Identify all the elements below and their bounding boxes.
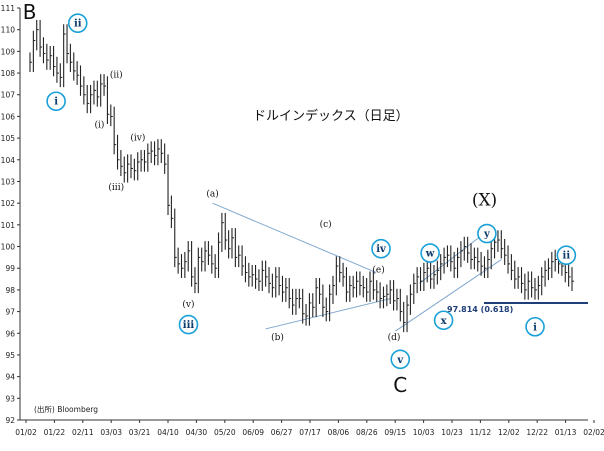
y-tick-label: 105 <box>1 134 16 143</box>
wave-label: (iii) <box>108 182 124 193</box>
wave-label: (i) <box>94 119 104 130</box>
y-tick-label: 106 <box>1 112 16 121</box>
wave-label: (d) <box>388 332 401 343</box>
wave-label-circled: x <box>441 316 448 327</box>
wave-label: (e) <box>372 265 384 276</box>
trendline <box>265 298 391 330</box>
y-tick-label: 108 <box>1 69 16 78</box>
y-tick-label: 99 <box>5 264 15 273</box>
y-tick-label: 92 <box>5 416 15 425</box>
x-tick-label: 06/27 <box>271 428 293 437</box>
x-tick-label: 02/11 <box>72 428 94 437</box>
x-tick-label: 10/03 <box>413 428 435 437</box>
x-tick-label: 05/20 <box>214 428 236 437</box>
wave-label-circled: i <box>54 97 58 108</box>
price-bars <box>29 19 574 333</box>
wave-label-circled: iii <box>183 320 195 331</box>
wave-label: (c) <box>320 219 332 230</box>
wave-circle <box>390 349 411 370</box>
wave-label-circled: w <box>425 249 435 260</box>
wave-label-circled: i <box>533 322 537 333</box>
wave-circle <box>46 91 66 112</box>
x-tick-label: 12/02 <box>498 428 520 437</box>
wave-circle <box>178 314 199 335</box>
wave-label-major: C <box>393 373 407 397</box>
x-tick-label: 08/06 <box>328 428 350 437</box>
x-tick-label: 12/22 <box>526 428 548 437</box>
retracement-label: 97.814 (0.618) <box>447 305 513 314</box>
wave-annotations: Biii(ii)(i)(iv)(iii)(v)iii(a)(b)(c)iv(e)… <box>23 0 577 397</box>
y-tick-label: 98 <box>5 286 15 295</box>
wave-label: (a) <box>206 189 218 200</box>
x-tick-label: 04/10 <box>157 428 179 437</box>
y-tick-label: 97 <box>5 308 15 317</box>
y-tick-label: 103 <box>1 177 16 186</box>
wave-label: (iv) <box>130 132 145 143</box>
x-tick-label: 03/03 <box>100 428 122 437</box>
wave-label-circled: y <box>483 229 491 240</box>
wave-label: (ii) <box>110 69 123 80</box>
x-tick-label: 07/17 <box>299 428 321 437</box>
wave-label-circled: ii <box>563 251 571 262</box>
y-tick-label: 109 <box>1 47 16 56</box>
retracement-level: 97.814 (0.618) <box>447 302 588 314</box>
y-tick-label: 93 <box>5 394 15 403</box>
x-tick-label: 08/26 <box>356 428 378 437</box>
wave-label: (v) <box>182 299 194 310</box>
x-tick-label: 10/23 <box>441 428 463 437</box>
source-label: (出所) Bloomberg <box>34 404 98 414</box>
y-tick-label: 101 <box>1 221 16 230</box>
wave-label-major: B <box>23 0 37 24</box>
wave-circle <box>433 310 454 331</box>
trendline <box>212 202 377 274</box>
y-tick-label: 104 <box>1 156 16 165</box>
y-tick-label: 111 <box>1 4 16 13</box>
y-tick-label: 95 <box>5 351 15 360</box>
y-tick-label: 94 <box>5 373 15 382</box>
x-tick-label: 01/13 <box>555 428 577 437</box>
x-tick-label: 03/21 <box>129 428 151 437</box>
x-axis-ticks: 01/02 01/22 02/11 03/03 03/21 04/10 04/30 05/20… <box>15 420 604 437</box>
y-tick-label: 102 <box>1 199 16 208</box>
y-tick-label: 100 <box>1 243 16 252</box>
wave-circle <box>556 245 577 265</box>
x-tick-label: 04/30 <box>186 428 208 437</box>
wave-label: (b) <box>271 332 284 343</box>
wave-label-circled: iv <box>376 244 387 255</box>
x-tick-label: 01/22 <box>44 428 66 437</box>
y-tick-label: 96 <box>5 329 15 338</box>
y-axis-ticks: 92 93 94 95 96 97 98 99 100 101 102 103 104 105 106 107… <box>1 4 20 425</box>
wave-label-x: (X) <box>472 190 497 210</box>
y-tick-label: 110 <box>1 26 16 35</box>
wave-circle <box>525 316 545 337</box>
x-tick-label: 11/12 <box>470 428 492 437</box>
wave-circle <box>67 13 88 33</box>
x-tick-label: 06/09 <box>242 428 264 437</box>
y-tick-label: 107 <box>1 91 16 100</box>
x-tick-label: 02/02 <box>583 428 604 437</box>
wave-circle <box>420 243 440 263</box>
wave-circle <box>477 223 497 244</box>
axes-frame <box>19 8 588 421</box>
wave-label-circled: ii <box>74 19 82 30</box>
wave-circle <box>371 238 391 259</box>
chart-title: ドルインデックス（日足） <box>253 108 409 124</box>
x-tick-label: 01/02 <box>15 428 37 437</box>
trendline <box>395 259 502 332</box>
x-tick-label: 09/15 <box>384 428 406 437</box>
wave-label-circled: v <box>396 355 404 366</box>
